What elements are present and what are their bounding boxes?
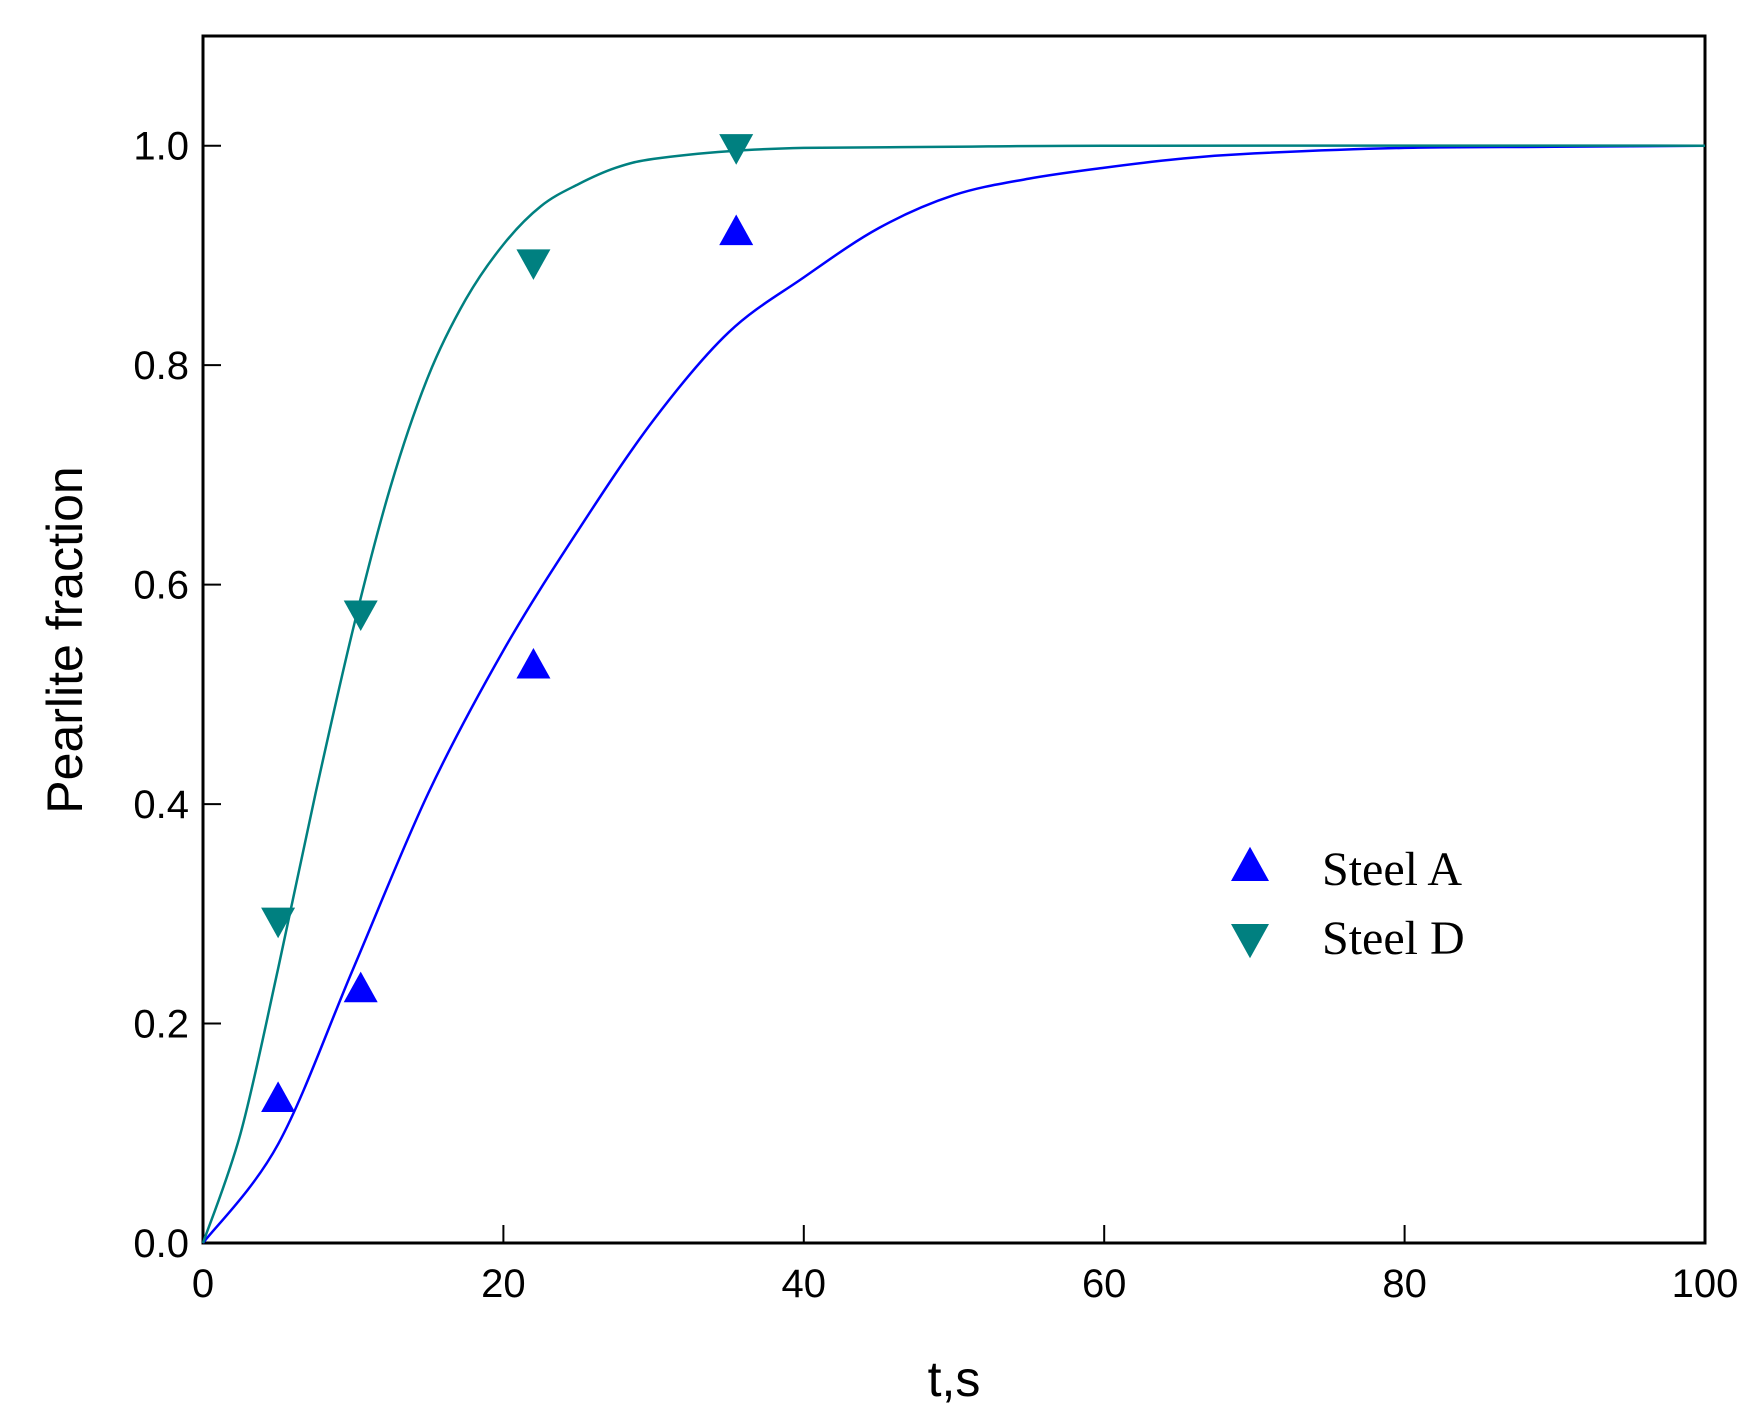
legend-marker-steel-a (1231, 846, 1269, 881)
y-tick-label: 0.4 (133, 783, 189, 827)
data-point-steel-a (343, 971, 378, 1003)
legend-label-steel-d: Steel D (1322, 912, 1465, 965)
x-tick-label: 0 (192, 1262, 214, 1306)
fit-curve-steel-d (201, 144, 1706, 1244)
y-tick-label: 0.6 (133, 564, 189, 608)
fit-curve-steel-a (202, 144, 1706, 1244)
fit-curves (201, 144, 1706, 1244)
legend: Steel A Steel D (1231, 843, 1465, 965)
x-tick-label: 80 (1382, 1262, 1427, 1306)
data-point-steel-d (516, 249, 551, 280)
x-tick-label: 20 (481, 1262, 526, 1306)
plot-frame (201, 34, 1707, 1245)
x-tick-label: 40 (782, 1262, 827, 1306)
x-axis-title: t,s (928, 1351, 981, 1407)
y-tick-label: 0.0 (133, 1222, 189, 1266)
x-tick-label: 60 (1082, 1262, 1127, 1306)
x-tick-label: 100 (1672, 1262, 1739, 1306)
data-point-steel-d (719, 134, 754, 165)
y-tick-label: 0.8 (133, 344, 189, 388)
data-point-steel-d (261, 907, 296, 939)
data-point-steel-a (719, 214, 754, 246)
data-point-steel-a (516, 647, 551, 679)
data-point-steel-a (261, 1081, 296, 1112)
data-point-steel-d (343, 600, 378, 632)
data-points (261, 134, 754, 1112)
axes: 0 20 40 60 80 100 0.0 0.2 0.4 0.6 0.8 1.0 (133, 125, 1738, 1306)
legend-label-steel-a: Steel A (1322, 843, 1462, 896)
y-axis-title: Pearlite fraction (37, 466, 93, 813)
legend-marker-steel-d (1231, 924, 1269, 959)
y-tick-label: 1.0 (133, 125, 189, 169)
y-tick-label: 0.2 (133, 1003, 189, 1047)
